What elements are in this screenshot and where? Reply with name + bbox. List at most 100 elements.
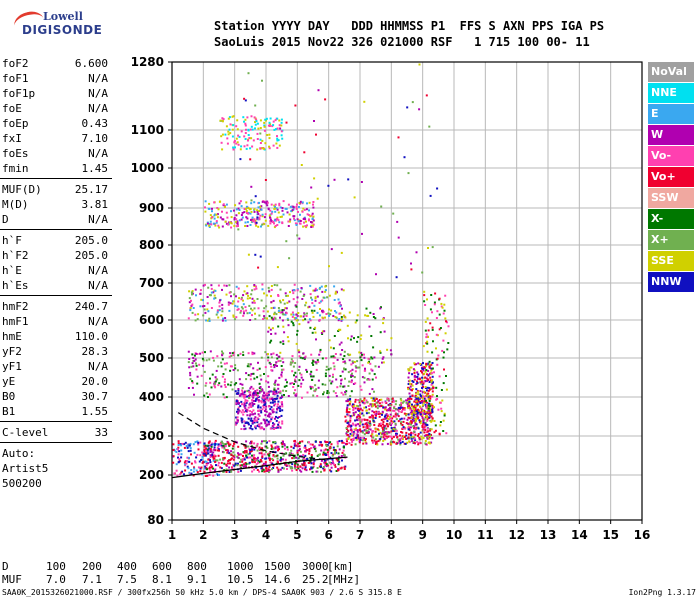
echo-point	[384, 406, 387, 409]
echo-point	[399, 443, 402, 446]
echo-point	[382, 318, 385, 321]
echo-point	[260, 205, 263, 208]
echo-point	[210, 445, 213, 448]
echo-point	[345, 443, 348, 445]
echo-point	[350, 374, 353, 377]
echo-point	[431, 395, 434, 398]
echo-point	[407, 368, 410, 371]
echo-point	[269, 328, 272, 331]
echo-point	[315, 362, 318, 365]
echo-point	[260, 378, 263, 381]
echo-point	[269, 117, 272, 120]
echo-point	[231, 447, 234, 450]
echo-point	[245, 451, 248, 454]
echo-point	[227, 460, 230, 462]
echo-point	[313, 289, 316, 292]
echo-point	[244, 450, 247, 453]
echo-point	[416, 440, 419, 443]
param-key: hmF1	[2, 315, 29, 328]
echo-point	[348, 424, 351, 427]
echo-point	[296, 329, 299, 332]
echo-point	[324, 463, 327, 465]
echo-point	[270, 288, 273, 291]
echo-point	[392, 427, 395, 430]
echo-point	[268, 361, 271, 364]
echo-point	[376, 428, 379, 431]
echo-point	[275, 361, 278, 364]
echo-point	[311, 225, 314, 228]
echo-point	[235, 208, 238, 211]
echo-point	[257, 394, 259, 397]
echo-point	[260, 422, 263, 425]
echo-point	[204, 351, 206, 354]
echo-point	[215, 221, 218, 224]
echo-point	[285, 294, 288, 297]
echo-point	[426, 401, 429, 404]
echo-point	[212, 222, 215, 225]
echo-point	[423, 290, 426, 293]
echo-point	[232, 451, 235, 454]
echo-point	[424, 440, 427, 442]
echo-point	[248, 311, 251, 314]
echo-point	[199, 292, 202, 295]
echo-point	[214, 459, 217, 462]
x-tick-label: 15	[602, 528, 619, 542]
echo-point	[409, 408, 412, 411]
echo-point	[275, 411, 278, 414]
echo-point	[410, 268, 413, 271]
echo-point	[269, 220, 272, 223]
echo-point	[314, 331, 317, 334]
echo-point	[311, 302, 314, 305]
echo-point	[310, 309, 313, 312]
echo-point	[220, 314, 223, 317]
echo-point	[267, 208, 270, 211]
echo-point	[265, 465, 268, 468]
echo-point	[262, 468, 265, 471]
echo-point	[264, 461, 267, 464]
echo-point	[424, 403, 427, 406]
echo-point	[317, 453, 320, 456]
echo-point	[262, 394, 265, 397]
echo-point	[385, 422, 388, 425]
echo-point	[319, 350, 322, 353]
echo-point	[277, 403, 279, 406]
param-key: hmF2	[2, 300, 29, 313]
echo-point	[253, 288, 256, 291]
echo-point	[312, 206, 315, 209]
echo-point	[367, 361, 370, 364]
echo-point	[425, 380, 428, 383]
echo-point	[250, 293, 253, 296]
echo-point	[277, 470, 280, 473]
echo-point	[411, 403, 413, 406]
param-key: h`E	[2, 264, 22, 277]
echo-point	[312, 375, 315, 378]
echo-point	[280, 375, 283, 378]
echo-point	[371, 388, 374, 391]
echo-point	[439, 424, 442, 427]
echo-point	[287, 395, 290, 397]
echo-point	[429, 194, 432, 197]
echo-point	[402, 435, 405, 438]
echo-point	[296, 314, 299, 317]
echo-point	[380, 205, 383, 208]
echo-point	[366, 378, 369, 381]
echo-point	[365, 307, 368, 310]
echo-point	[424, 421, 427, 424]
param-key: foEp	[2, 117, 29, 130]
echo-point	[257, 456, 259, 459]
echo-point	[425, 430, 428, 433]
echo-point	[184, 464, 187, 467]
echo-point	[410, 423, 412, 426]
echo-point	[302, 295, 305, 297]
echo-point	[426, 436, 428, 439]
echo-point	[245, 309, 248, 312]
echo-point	[276, 218, 279, 220]
echo-point	[272, 144, 275, 147]
echo-point	[254, 318, 257, 320]
echo-point	[230, 381, 233, 384]
echo-point	[217, 443, 220, 446]
echo-point	[253, 301, 256, 304]
echo-point	[323, 391, 325, 394]
echo-point	[427, 398, 430, 401]
echo-point	[188, 297, 191, 300]
